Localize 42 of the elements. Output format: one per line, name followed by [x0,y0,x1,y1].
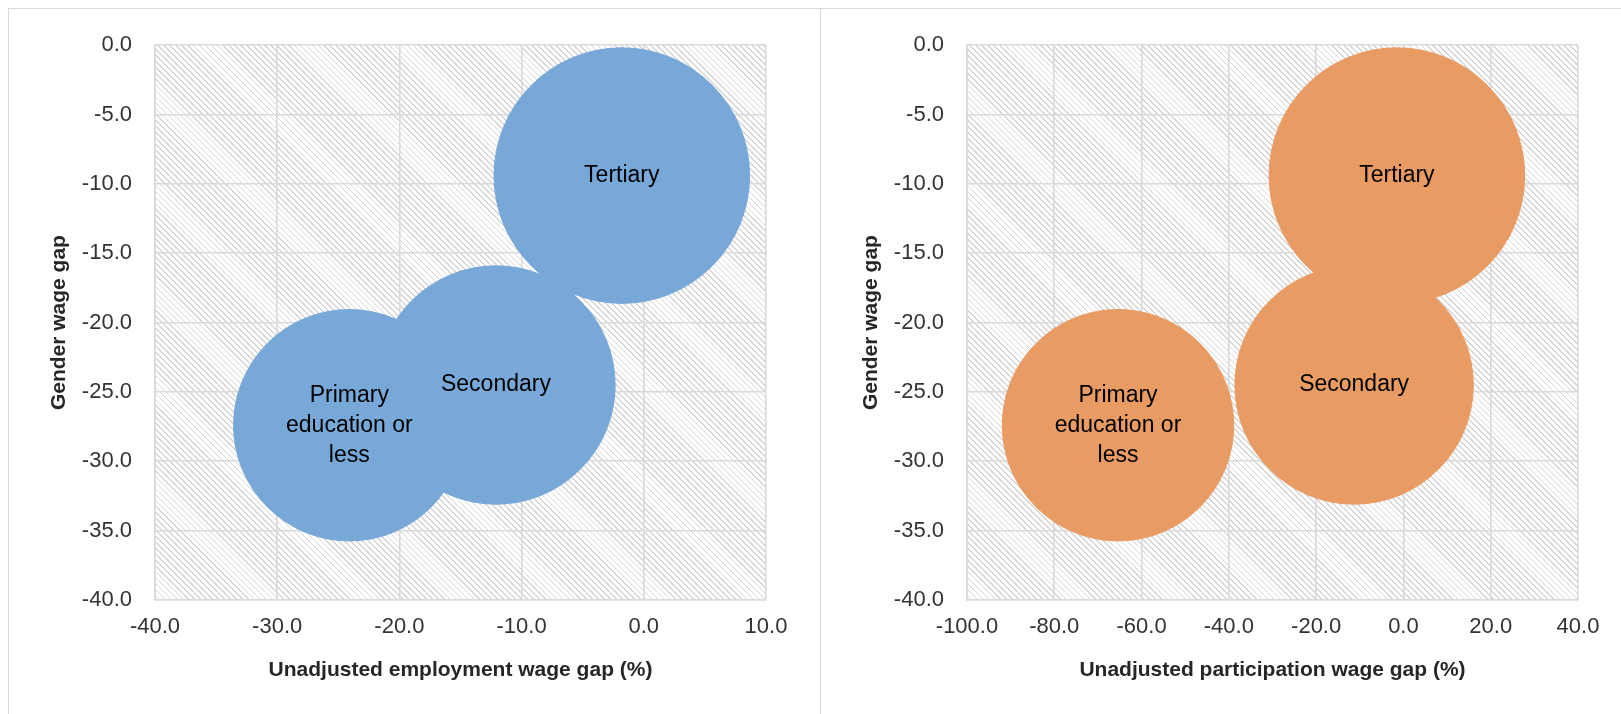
y-tick-label: -15.0 [893,239,944,265]
series-label: Secondary [1299,370,1410,397]
y-axis-title: Gender wage gap [858,235,882,411]
x-tick-label: 10.0 [744,613,788,639]
y-axis-title: Gender wage gap [46,235,70,411]
series-label: Tertiary [1359,160,1436,187]
series-label: Primary education or less [286,380,413,467]
x-tick-label: 0.0 [628,613,660,639]
y-tick-label: -20.0 [893,308,944,334]
x-tick-label: -60.0 [1116,613,1167,639]
series-label: Tertiary [584,160,660,187]
x-tick-label: -30.0 [252,613,303,639]
series-label: Secondary [440,370,552,397]
y-tick-label: -30.0 [893,447,944,473]
y-tick-label: 0.0 [101,31,132,57]
y-tick-label: -40.0 [893,586,944,612]
x-tick-label: -20.0 [374,613,425,639]
x-tick-label: 20.0 [1469,613,1513,639]
x-axis-title: Unadjusted participation wage gap (%) [1079,657,1466,681]
y-tick-label: -40.0 [81,586,132,612]
x-tick-label: 0.0 [1388,613,1419,639]
y-tick-label: -35.0 [893,516,944,542]
y-tick-label: -5.0 [94,100,132,126]
y-tick-label: -25.0 [893,378,944,404]
x-tick-label: -100.0 [935,613,999,639]
y-tick-label: -15.0 [81,239,132,265]
x-tick-label: 40.0 [1556,613,1600,639]
y-tick-label: -30.0 [81,447,132,473]
y-tick-label: -35.0 [81,516,132,542]
x-tick-label: -10.0 [496,613,547,639]
y-tick-label: -5.0 [906,100,944,126]
x-tick-label: -40.0 [129,613,181,639]
y-tick-label: -20.0 [81,308,132,334]
x-tick-label: -80.0 [1029,613,1080,639]
x-tick-label: -40.0 [1203,613,1254,639]
x-tick-label: -20.0 [1291,613,1342,639]
y-tick-label: -10.0 [893,169,944,195]
y-tick-label: -10.0 [81,169,132,195]
series-label: Primary education or less [1054,380,1182,467]
x-axis-title: Unadjusted employment wage gap (%) [268,657,653,681]
y-tick-label: -25.0 [81,378,132,404]
y-tick-label: 0.0 [913,31,944,57]
